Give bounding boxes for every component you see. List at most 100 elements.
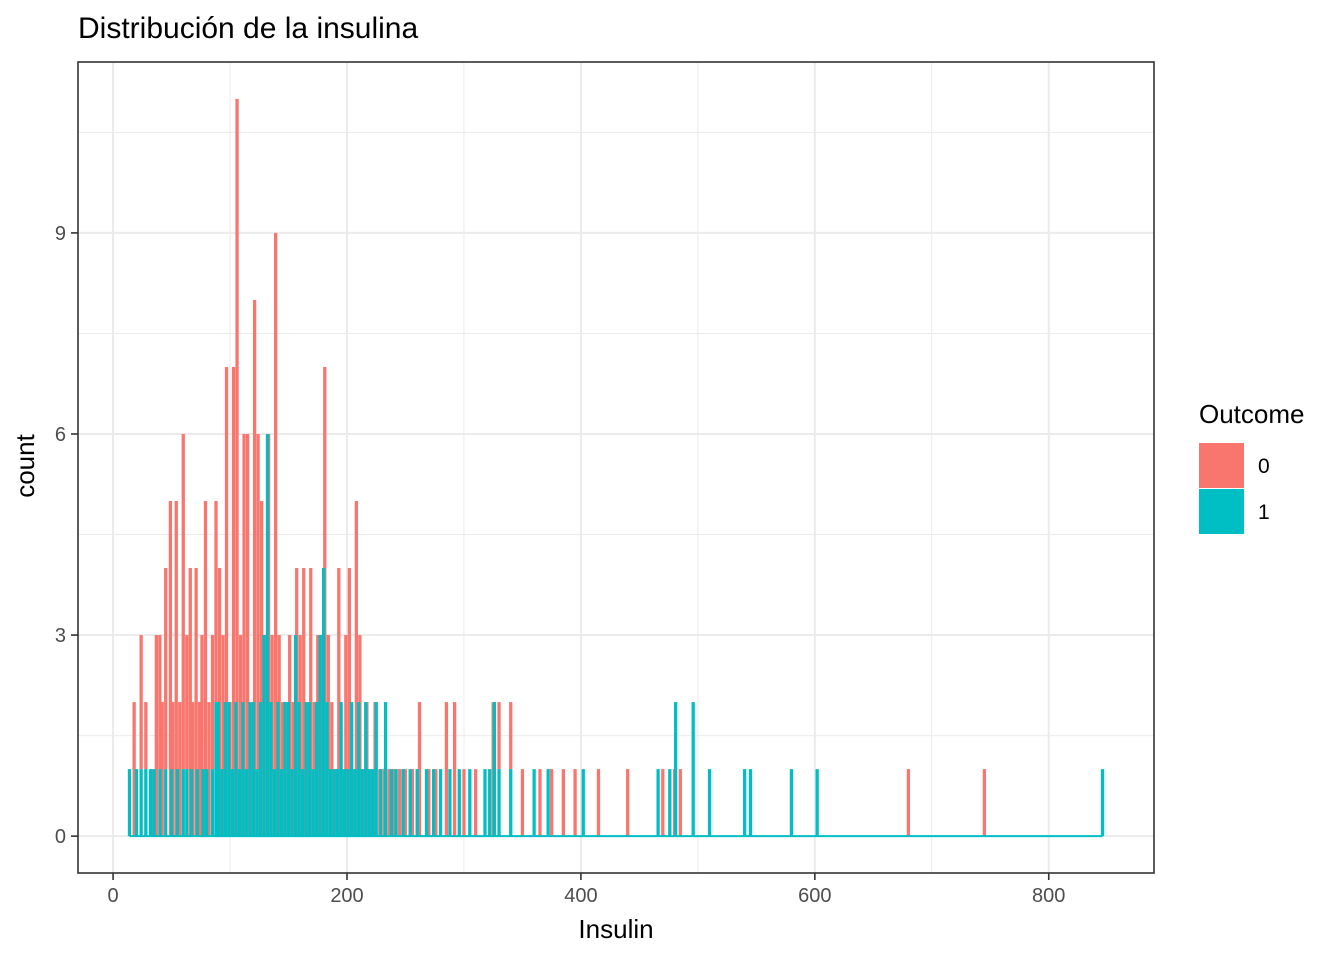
bar-outcome-1 bbox=[748, 769, 753, 837]
bar-outcome-1 bbox=[144, 769, 148, 837]
bar-outcome-1 bbox=[350, 702, 354, 837]
x-tick-label: 0 bbox=[108, 885, 119, 907]
bar-outcome-1 bbox=[415, 769, 419, 837]
y-tick-label: 0 bbox=[55, 826, 66, 848]
bar-outcome-0 bbox=[550, 769, 554, 837]
bar-outcome-0 bbox=[906, 769, 911, 837]
bar-outcome-0 bbox=[596, 769, 601, 837]
bar-outcome-0 bbox=[403, 769, 408, 837]
plot-panel-border bbox=[77, 61, 1155, 874]
bar-outcome-1 bbox=[189, 769, 194, 837]
bar-outcome-1 bbox=[169, 769, 174, 837]
bar-outcome-0 bbox=[626, 769, 630, 837]
bar-outcome-0 bbox=[337, 568, 341, 837]
bar-outcome-0 bbox=[158, 635, 162, 770]
bar-outcome-1 bbox=[328, 769, 333, 837]
y-tick-label: 9 bbox=[55, 223, 66, 245]
bar-outcome-0 bbox=[509, 702, 513, 770]
legend-label-0: 0 bbox=[1258, 455, 1270, 478]
bar-outcome-0 bbox=[154, 635, 158, 837]
bar-outcome-1 bbox=[336, 769, 340, 837]
bar-outcome-0 bbox=[434, 769, 438, 837]
bar-outcome-1 bbox=[269, 702, 273, 837]
bar-outcome-0 bbox=[497, 702, 501, 770]
bar-outcome-1 bbox=[674, 702, 678, 837]
bar-outcome-1 bbox=[248, 702, 252, 837]
bar-outcome-1 bbox=[220, 769, 224, 837]
legend-label-1: 1 bbox=[1258, 501, 1270, 524]
bar-outcome-1 bbox=[360, 769, 364, 837]
bar-outcome-0 bbox=[462, 769, 466, 837]
bar-outcome-1 bbox=[164, 769, 168, 837]
legend: Outcome 0 1 bbox=[1199, 399, 1305, 534]
bar-outcome-1 bbox=[668, 769, 672, 837]
bar-outcome-1 bbox=[283, 702, 287, 837]
bar-outcome-1 bbox=[353, 769, 357, 837]
bar-outcome-1 bbox=[383, 702, 388, 837]
bar-outcome-1 bbox=[314, 702, 319, 837]
bar-outcome-1 bbox=[230, 769, 235, 837]
bar-outcome-1 bbox=[371, 769, 375, 837]
bar-outcome-1 bbox=[448, 769, 452, 837]
bar-outcome-1 bbox=[216, 702, 220, 837]
bar-outcome-1 bbox=[401, 769, 405, 837]
bar-outcome-1 bbox=[223, 702, 228, 837]
bar-outcome-1 bbox=[300, 769, 305, 837]
bar-outcome-1 bbox=[127, 769, 132, 837]
bar-outcome-1 bbox=[488, 769, 492, 837]
bar-outcome-0 bbox=[561, 769, 566, 837]
minor-gridlines bbox=[78, 62, 1154, 873]
bar-outcome-1 bbox=[364, 702, 368, 837]
bar-outcome-1 bbox=[431, 769, 436, 837]
bar-outcome-0 bbox=[221, 635, 225, 837]
bar-outcome-0 bbox=[538, 769, 542, 837]
bar-outcome-0 bbox=[245, 433, 250, 837]
bar-outcome-0 bbox=[235, 98, 239, 837]
bar-outcome-0 bbox=[197, 702, 202, 837]
bar-outcome-0 bbox=[181, 433, 185, 770]
bar-outcome-1 bbox=[815, 769, 819, 837]
bar-outcome-0 bbox=[274, 232, 278, 837]
bar-outcome-0 bbox=[252, 299, 257, 837]
bar-outcome-1 bbox=[581, 769, 585, 837]
bar-outcome-0 bbox=[397, 769, 402, 837]
bar-outcome-1 bbox=[357, 702, 361, 837]
x-tick-label: 400 bbox=[564, 885, 597, 907]
bar-outcome-1 bbox=[210, 769, 215, 837]
bar-outcome-0 bbox=[678, 769, 682, 837]
bar-outcome-1 bbox=[244, 769, 249, 837]
bar-outcome-1 bbox=[134, 769, 139, 837]
bar-outcome-0 bbox=[452, 702, 457, 837]
bar-outcome-1 bbox=[343, 769, 347, 837]
bar-outcome-1 bbox=[139, 769, 143, 837]
x-tick-label: 200 bbox=[330, 885, 363, 907]
bar-outcome-0 bbox=[354, 501, 358, 837]
bar-outcome-0 bbox=[238, 635, 243, 837]
bar-outcome-0 bbox=[160, 702, 164, 837]
bar-outcome-1 bbox=[321, 568, 326, 837]
bar-outcome-1 bbox=[379, 769, 383, 837]
bar-outcome-0 bbox=[347, 568, 351, 837]
bar-outcome-0 bbox=[224, 366, 229, 837]
bar-outcome-1 bbox=[743, 769, 747, 837]
bar-outcome-1 bbox=[707, 769, 712, 837]
bar-outcome-1 bbox=[258, 702, 263, 837]
bar-outcome-1 bbox=[546, 769, 550, 837]
legend-title: Outcome bbox=[1199, 399, 1305, 429]
bar-outcome-0 bbox=[520, 769, 525, 837]
bar-outcome-0 bbox=[214, 501, 218, 703]
bar-outcome-1 bbox=[311, 769, 315, 837]
bar-outcome-0 bbox=[132, 702, 136, 837]
series-1-bars bbox=[127, 433, 1105, 838]
chart-title: Distribución de la insulina bbox=[78, 12, 418, 45]
bar-outcome-1 bbox=[175, 769, 180, 837]
bar-outcome-0 bbox=[242, 433, 246, 837]
bar-outcome-0 bbox=[387, 769, 391, 837]
bar-outcome-0 bbox=[144, 702, 148, 770]
bar-outcome-1 bbox=[438, 769, 443, 837]
bar-outcome-1 bbox=[195, 769, 199, 837]
bar-outcome-1 bbox=[492, 702, 497, 837]
bar-outcome-0 bbox=[178, 702, 182, 837]
bar-outcome-1 bbox=[265, 433, 270, 837]
